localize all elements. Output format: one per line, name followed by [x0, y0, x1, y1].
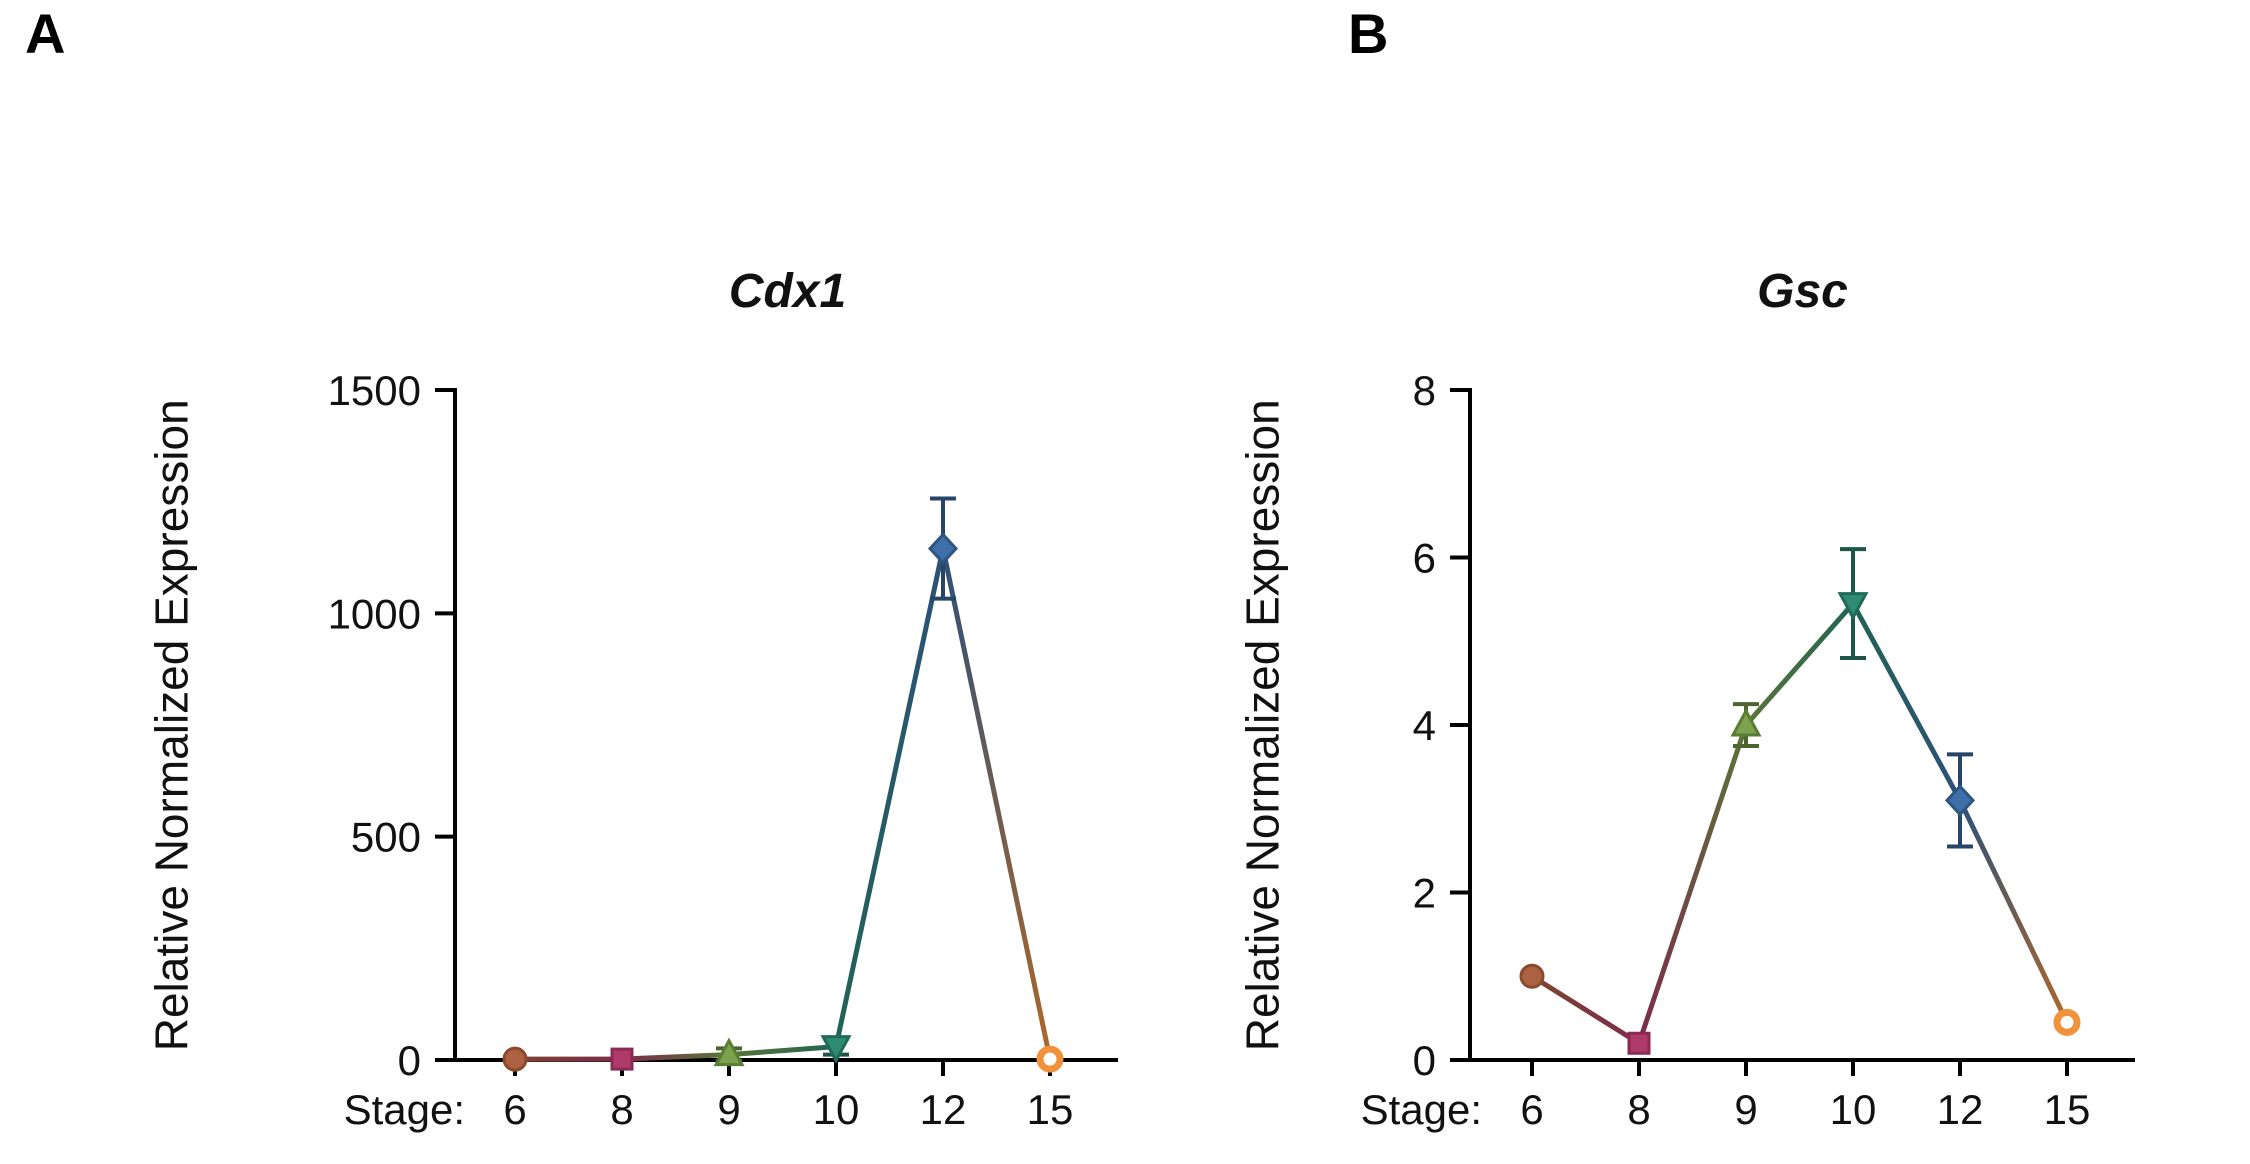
- data-point-triangle-up: [1730, 707, 1762, 737]
- panel-label-a: A: [25, 2, 66, 65]
- data-point-square: [1627, 1031, 1651, 1055]
- data-point-circle-open: [2053, 1008, 2081, 1036]
- y-axis-label-gsc: Relative Normalized Expression: [1236, 399, 1289, 1052]
- data-point-circle: [502, 1046, 528, 1072]
- y-tick-label: 0: [1413, 1037, 1436, 1084]
- series-segment: [833, 548, 946, 1048]
- data-point-circle-open: [1036, 1045, 1064, 1073]
- y-tick-label: 1500: [328, 367, 421, 414]
- data-point-triangle-down: [820, 1035, 852, 1064]
- y-axis-label-cdx1: Relative Normalized Expression: [145, 399, 198, 1052]
- y-tick-label: 1000: [328, 590, 421, 637]
- x-tick-label: 12: [1937, 1086, 1984, 1133]
- series-segment: [1744, 601, 1855, 727]
- series-segment: [621, 1052, 730, 1062]
- x-tick-label: 6: [503, 1086, 526, 1133]
- x-axis-prefix-label: Stage:: [344, 1086, 465, 1133]
- y-tick-label: 6: [1413, 535, 1436, 582]
- data-point-diamond: [1944, 784, 1976, 817]
- series-segment: [1850, 602, 1963, 802]
- y-tick-label: 0: [398, 1037, 421, 1084]
- x-tick-label: 8: [610, 1086, 633, 1133]
- chart-title-cdx1: Cdx1: [728, 265, 847, 318]
- data-point-triangle-up: [713, 1037, 745, 1067]
- x-tick-label: 6: [1520, 1086, 1543, 1133]
- x-axis-prefix-label: Stage:: [1361, 1086, 1482, 1133]
- chart-title-gsc: Gsc: [1757, 265, 1848, 318]
- series-segment: [1636, 724, 1749, 1045]
- y-tick-label: 4: [1413, 702, 1436, 749]
- x-tick-label: 12: [920, 1086, 967, 1133]
- x-tick-label: 9: [717, 1086, 740, 1133]
- x-tick-label: 8: [1627, 1086, 1650, 1133]
- data-point-circle: [1519, 963, 1545, 989]
- data-point-triangle-down: [1837, 592, 1869, 621]
- series-segment: [1530, 974, 1641, 1046]
- x-tick-label: 15: [1027, 1086, 1074, 1133]
- y-tick-label: 500: [351, 814, 421, 861]
- series-segment: [940, 548, 1053, 1060]
- y-tick-label: 8: [1413, 367, 1436, 414]
- panel-label-b: B: [1348, 2, 1389, 65]
- series-segment: [728, 1044, 837, 1058]
- x-tick-label: 10: [813, 1086, 860, 1133]
- data-point-diamond: [927, 532, 959, 565]
- series-segment: [1957, 799, 2070, 1024]
- x-tick-label: 10: [1830, 1086, 1877, 1133]
- data-point-square: [610, 1047, 634, 1071]
- y-tick-label: 2: [1413, 870, 1436, 917]
- x-tick-label: 15: [2044, 1086, 2091, 1133]
- x-tick-label: 9: [1734, 1086, 1757, 1133]
